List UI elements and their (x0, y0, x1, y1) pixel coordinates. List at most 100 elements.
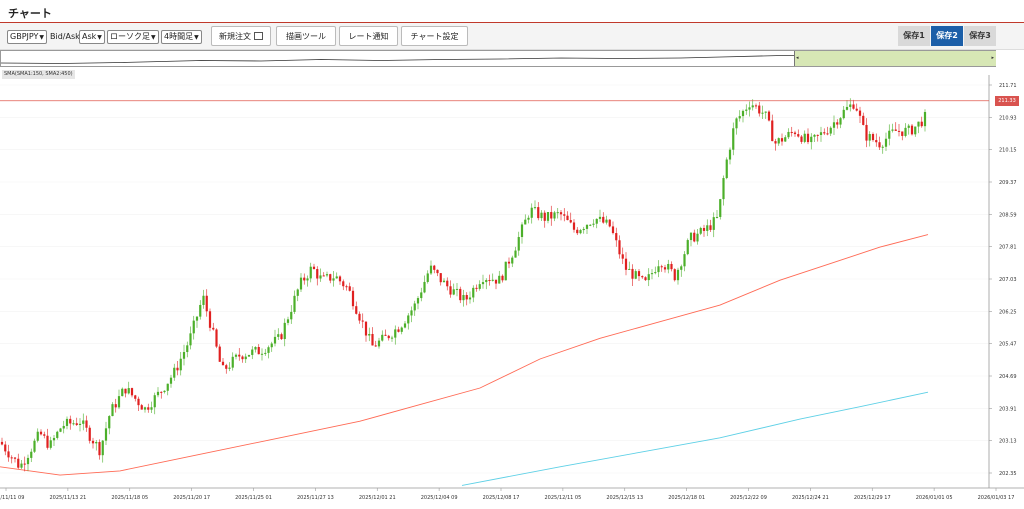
candle-up (407, 313, 410, 330)
navigator-left-handle[interactable]: ◂ (796, 55, 799, 61)
candle-up (741, 109, 745, 123)
candle-down (663, 264, 667, 273)
candle-up (511, 255, 514, 268)
timeframe-select[interactable]: 4時間足▼ (161, 30, 202, 44)
price-tick-label: 207.03 (999, 277, 1017, 283)
candle-up (192, 315, 195, 340)
candle-up (78, 418, 82, 432)
price-tick-label: 209.37 (999, 180, 1017, 186)
chart-navigator[interactable]: ◂ ▸ (0, 50, 996, 67)
candle-up (306, 275, 309, 287)
candle-down (537, 202, 540, 221)
candle-up (199, 300, 202, 320)
candle-up (712, 212, 715, 238)
candle-up (299, 273, 303, 292)
candle-up (202, 289, 205, 309)
price-tick-label: 203.13 (999, 439, 1017, 445)
price-tick-label: 204.69 (999, 374, 1017, 380)
candle-up (251, 346, 254, 360)
save-tab-1[interactable]: 保存1 (898, 26, 930, 46)
candle-down (660, 264, 663, 272)
candle-down (858, 106, 862, 123)
candle-down (693, 229, 696, 243)
save-tab-2[interactable]: 保存2 (931, 26, 963, 46)
candle-down (303, 273, 306, 285)
save-tab-3[interactable]: 保存3 (964, 26, 996, 46)
candle-down (673, 268, 676, 282)
drawing-tools-button[interactable]: 描画ツール (276, 26, 336, 46)
candle-down (608, 219, 611, 228)
candle-down (280, 332, 283, 341)
candle-up (101, 439, 104, 463)
bid-ask-select-value: Ask (82, 32, 97, 41)
symbol-select[interactable]: GBPJPY▼ (7, 30, 48, 44)
toolbar: GBPJPY▼ Bid/Ask Ask▼ ローソク足▼ 4時間足▼ 新規注文 描… (0, 23, 1024, 50)
candle-down (920, 116, 923, 128)
candle-up (195, 316, 199, 328)
candle-up (264, 348, 267, 356)
candle-down (312, 263, 316, 270)
candle-down (374, 340, 377, 347)
candle-up (777, 137, 780, 146)
chart-settings-button[interactable]: チャート設定 (401, 26, 468, 46)
price-tick-label: 208.59 (999, 212, 1017, 218)
candle-up (589, 224, 592, 227)
candle-down (371, 327, 374, 346)
time-tick-label: 2025/12/01 21 (359, 495, 396, 501)
candle-up (472, 285, 475, 303)
candle-up (504, 261, 507, 281)
chart-type-select[interactable]: ローソク足▼ (107, 30, 159, 44)
candle-up (546, 211, 550, 224)
candle-down (871, 132, 875, 142)
candle-down (894, 122, 897, 132)
candle-up (520, 222, 524, 244)
candle-up (725, 157, 728, 180)
title-bar: チャート (0, 0, 1024, 23)
candle-down (17, 453, 20, 469)
time-tick-label: 2026/01/01 05 (916, 495, 953, 501)
navigator-range-window[interactable]: ◂ ▸ (794, 51, 996, 66)
candle-up (628, 261, 631, 270)
candle-up (657, 260, 660, 278)
candle-up (56, 430, 59, 440)
candle-up (394, 325, 397, 345)
new-order-button[interactable]: 新規注文 (211, 26, 271, 46)
candle-down (501, 274, 504, 283)
price-tick-label: 210.15 (999, 148, 1017, 154)
bid-ask-select[interactable]: Ask▼ (79, 30, 105, 44)
candle-up (143, 406, 147, 413)
candlestick-chart[interactable]: 211.71 210.93 210.15 209.37 208.59 207.81 207.… (0, 75, 1024, 509)
candle-up (228, 362, 231, 372)
candles (0, 98, 927, 472)
candle-down (550, 205, 553, 226)
candle-up (595, 218, 598, 229)
candle-down (621, 247, 624, 265)
candle-up (748, 101, 751, 117)
candle-up (832, 115, 836, 135)
candle-down (358, 311, 361, 324)
candle-up (686, 238, 689, 256)
candle-up (738, 110, 741, 122)
candle-up (813, 134, 816, 143)
candle-up (72, 419, 75, 426)
candle-down (602, 212, 605, 224)
candle-down (644, 276, 647, 281)
navigator-right-handle[interactable]: ▸ (991, 55, 994, 61)
candle-up (849, 98, 852, 112)
candle-up (735, 117, 738, 135)
candle-down (257, 344, 260, 355)
candle-up (319, 268, 322, 282)
candle-up (914, 126, 917, 137)
candle-up (728, 147, 732, 165)
candle-down (758, 101, 761, 117)
candle-up (540, 210, 543, 221)
candle-down (465, 292, 468, 306)
candle-up (689, 232, 693, 247)
candle-down (875, 133, 878, 147)
candle-up (104, 421, 108, 446)
chevron-down-icon: ▼ (39, 34, 45, 41)
candle-down (488, 274, 491, 286)
candle-up (270, 341, 273, 352)
rate-alert-button[interactable]: レート通知 (339, 26, 398, 46)
candle-down (449, 280, 452, 298)
